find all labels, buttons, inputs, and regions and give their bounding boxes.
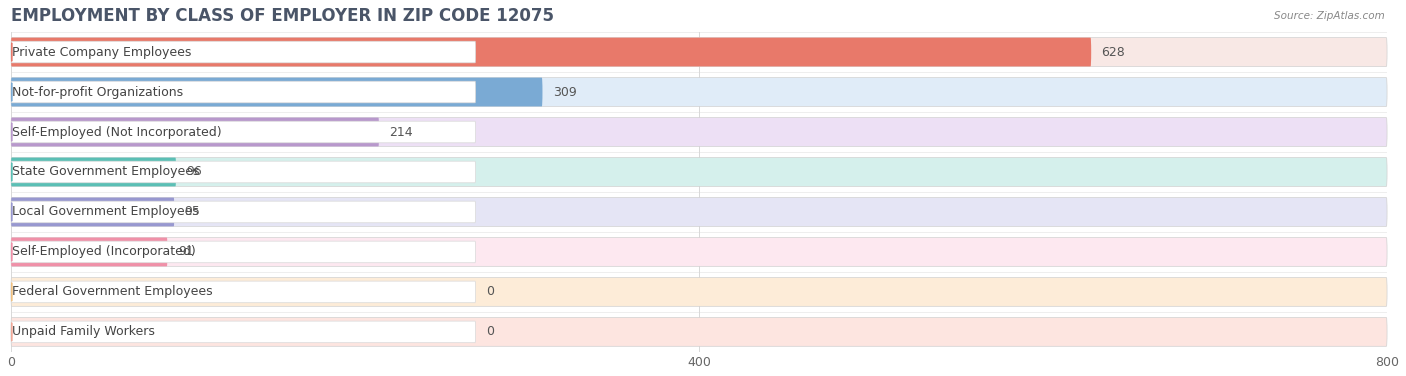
FancyBboxPatch shape [11, 38, 1388, 67]
FancyBboxPatch shape [11, 158, 176, 186]
Text: Unpaid Family Workers: Unpaid Family Workers [13, 325, 155, 338]
Text: 0: 0 [486, 325, 494, 338]
FancyBboxPatch shape [11, 277, 1388, 306]
FancyBboxPatch shape [11, 197, 1388, 226]
Text: Not-for-profit Organizations: Not-for-profit Organizations [13, 85, 184, 99]
FancyBboxPatch shape [11, 197, 174, 226]
FancyBboxPatch shape [11, 121, 475, 143]
Text: Local Government Employees: Local Government Employees [13, 205, 200, 218]
Text: Self-Employed (Incorporated): Self-Employed (Incorporated) [13, 246, 197, 258]
Text: State Government Employees: State Government Employees [13, 165, 200, 179]
Text: Self-Employed (Not Incorporated): Self-Employed (Not Incorporated) [13, 126, 222, 138]
Text: Private Company Employees: Private Company Employees [13, 45, 191, 59]
FancyBboxPatch shape [11, 118, 380, 146]
Text: 309: 309 [553, 85, 576, 99]
FancyBboxPatch shape [11, 118, 1388, 146]
Text: Federal Government Employees: Federal Government Employees [13, 285, 214, 299]
FancyBboxPatch shape [11, 81, 475, 103]
FancyBboxPatch shape [11, 201, 475, 223]
FancyBboxPatch shape [11, 321, 475, 343]
Text: 96: 96 [187, 165, 202, 179]
Text: EMPLOYMENT BY CLASS OF EMPLOYER IN ZIP CODE 12075: EMPLOYMENT BY CLASS OF EMPLOYER IN ZIP C… [11, 7, 554, 25]
FancyBboxPatch shape [11, 77, 1388, 106]
Text: 91: 91 [177, 246, 194, 258]
Text: 214: 214 [389, 126, 413, 138]
Text: 0: 0 [486, 285, 494, 299]
Text: 628: 628 [1101, 45, 1125, 59]
Text: 95: 95 [184, 205, 201, 218]
FancyBboxPatch shape [11, 281, 475, 303]
FancyBboxPatch shape [11, 317, 1388, 346]
FancyBboxPatch shape [11, 158, 1388, 186]
FancyBboxPatch shape [11, 77, 543, 106]
FancyBboxPatch shape [11, 241, 475, 263]
FancyBboxPatch shape [11, 238, 167, 266]
FancyBboxPatch shape [11, 41, 475, 63]
FancyBboxPatch shape [11, 38, 1091, 67]
FancyBboxPatch shape [11, 238, 1388, 266]
Text: Source: ZipAtlas.com: Source: ZipAtlas.com [1274, 11, 1385, 21]
FancyBboxPatch shape [11, 161, 475, 183]
